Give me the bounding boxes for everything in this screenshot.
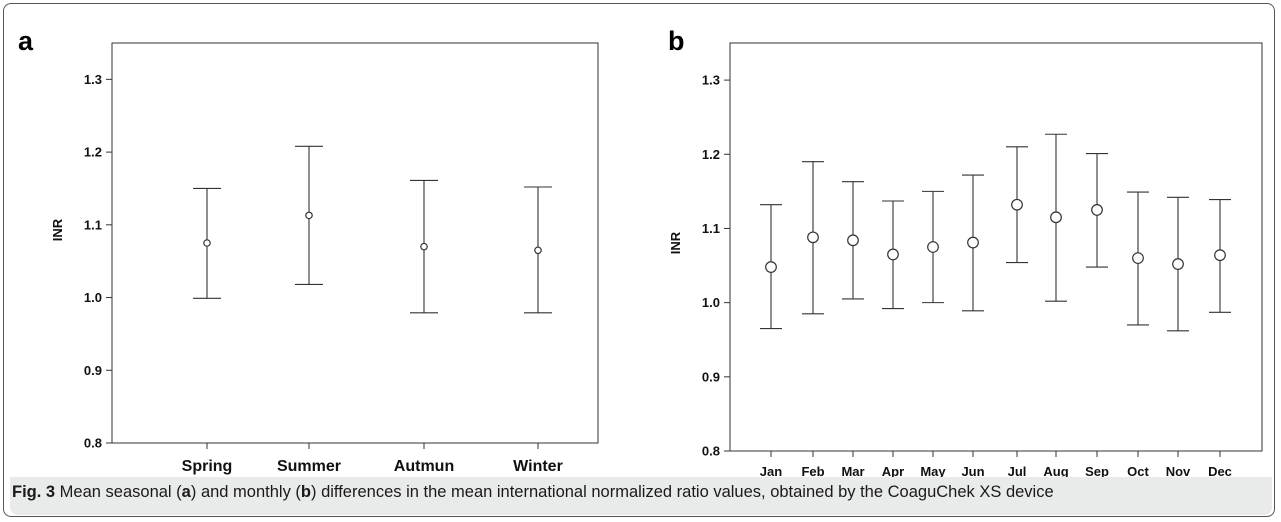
mean-marker — [305, 211, 313, 220]
y-tick-label: 1.1 — [702, 221, 720, 236]
mean-marker — [534, 246, 542, 255]
y-tick-label: 0.8 — [84, 436, 102, 451]
mean-marker — [1214, 249, 1226, 262]
chart-panel-a: a 0.8 0.9 1.0 1.1 1.2 1.3 INR Spring Summer Autmun… — [18, 26, 599, 475]
x-tick-label: Feb — [801, 464, 824, 477]
x-tick-label: Jan — [760, 464, 782, 477]
x-tick-label: May — [920, 464, 946, 477]
figure-caption: Fig. 3 Mean seasonal (a) and monthly (b)… — [10, 477, 1272, 515]
mean-marker — [1050, 211, 1062, 224]
mean-marker — [967, 236, 979, 249]
x-tick-label: Autmun — [394, 458, 454, 475]
x-tick-label: Mar — [841, 464, 864, 477]
y-tick-label: 0.9 — [702, 369, 720, 384]
mean-marker — [927, 241, 939, 253]
mean-marker — [847, 234, 859, 247]
y-tick-label: 1.0 — [84, 290, 102, 305]
x-tick-label: Summer — [277, 458, 341, 475]
mean-marker — [420, 242, 428, 251]
figure-panels: a 0.8 0.9 1.0 1.1 1.2 1.3 INR Spring Summer Autmun… — [18, 26, 1263, 477]
panel-letter-a: a — [18, 26, 34, 56]
x-tick-label: Apr — [882, 464, 904, 477]
mean-marker — [807, 231, 819, 244]
x-tick-label: Dec — [1208, 464, 1232, 477]
caption-panel-b: b — [300, 483, 311, 501]
y-axis-title: INR — [668, 231, 683, 254]
caption-text-2: ) and monthly ( — [190, 483, 301, 501]
y-tick-label: 1.2 — [702, 147, 720, 162]
mean-marker — [765, 261, 777, 273]
y-tick-label: 1.1 — [84, 217, 102, 232]
mean-marker — [1172, 258, 1184, 270]
y-axis-title: INR — [50, 218, 65, 241]
y-tick-label: 0.8 — [702, 444, 720, 459]
chart-panel-b: b 0.8 0.9 1.0 1.1 1.2 1.3 INR Jan Feb Mar Apr May Jun… — [668, 26, 1263, 477]
plot-area-frame — [729, 42, 1263, 452]
y-tick-label: 1.0 — [702, 295, 720, 310]
x-tick-label: Winter — [513, 458, 563, 475]
panel-letter-b: b — [668, 26, 685, 56]
mean-marker — [1011, 198, 1023, 211]
x-tick-label: Spring — [182, 458, 233, 475]
caption-text-3: ) differences in the mean international … — [311, 483, 1054, 501]
y-tick-label: 1.3 — [84, 72, 102, 87]
y-tick-label: 1.2 — [84, 145, 102, 160]
figure-frame — [3, 3, 1275, 517]
mean-marker — [1132, 252, 1144, 265]
caption-panel-a: a — [181, 483, 191, 501]
caption-text-1: Mean seasonal ( — [55, 483, 182, 501]
x-tick-label: Jul — [1008, 464, 1027, 477]
mean-marker — [203, 239, 211, 247]
mean-marker — [1091, 204, 1103, 216]
x-tick-label: Oct — [1127, 464, 1149, 477]
x-tick-label: Aug — [1043, 464, 1068, 477]
caption-fig-label: Fig. 3 — [12, 483, 56, 501]
y-tick-label: 0.9 — [84, 363, 102, 378]
x-tick-label: Jun — [961, 464, 984, 477]
mean-marker — [887, 248, 899, 261]
y-tick-label: 1.3 — [702, 73, 720, 88]
plot-area-frame — [111, 42, 599, 444]
x-tick-label: Sep — [1085, 464, 1109, 477]
x-tick-label: Nov — [1166, 464, 1191, 477]
